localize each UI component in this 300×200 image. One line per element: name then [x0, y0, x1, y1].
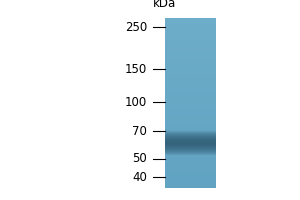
Text: 250: 250 — [125, 21, 147, 34]
Text: 150: 150 — [125, 63, 147, 76]
Text: 70: 70 — [132, 125, 147, 138]
Text: 100: 100 — [125, 96, 147, 109]
Text: 50: 50 — [132, 152, 147, 165]
Text: kDa: kDa — [153, 0, 177, 10]
Text: 40: 40 — [132, 171, 147, 184]
